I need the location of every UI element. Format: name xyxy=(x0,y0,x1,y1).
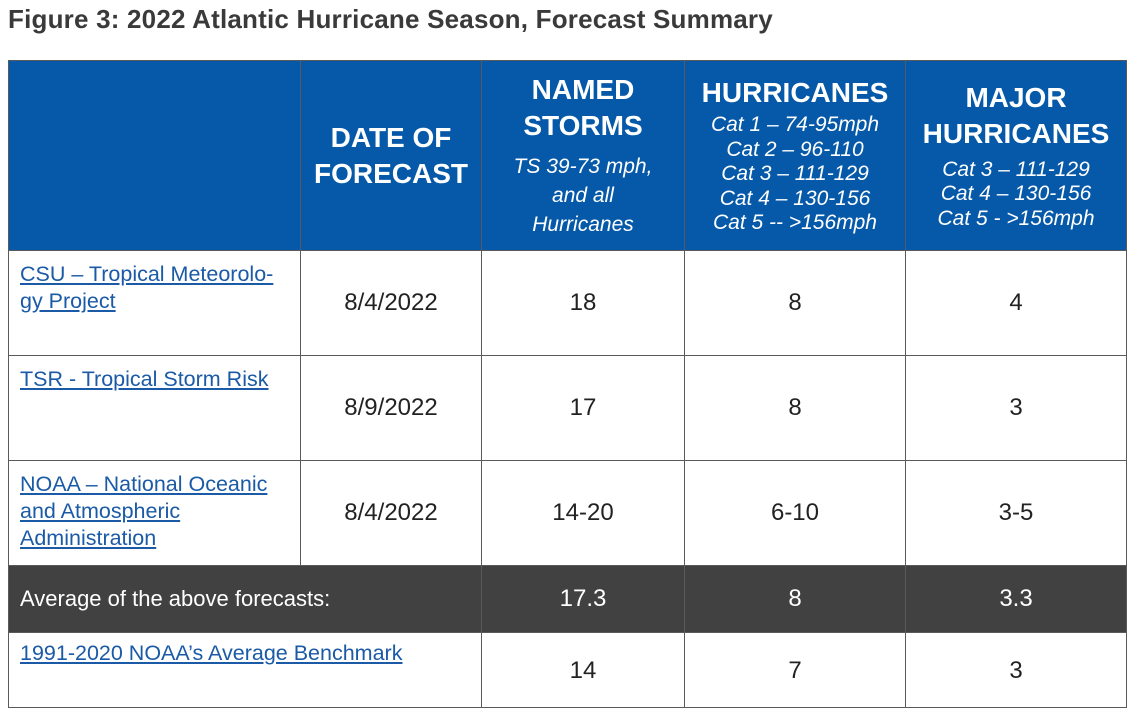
hurricanes-value: 8 xyxy=(684,250,906,356)
forecast-date: 8/9/2022 xyxy=(300,355,482,461)
major-hurricanes-value: 3-5 xyxy=(905,460,1127,566)
header-named-title: STORMS xyxy=(523,110,643,141)
header-row: DATE OF FORECAST NAMED STORMS TS 39-73 m… xyxy=(8,60,1127,251)
average-row: Average of the above forecasts: 17.3 8 3… xyxy=(8,565,1127,633)
average-major-hurricanes: 3.3 xyxy=(905,565,1127,633)
header-date-line: DATE OF xyxy=(330,121,452,153)
table-row: TSR - Tropical Storm Risk 8/9/2022 17 8 … xyxy=(8,355,1127,461)
header-date-of-forecast: DATE OF FORECAST xyxy=(300,60,482,251)
major-hurricanes-value: 3 xyxy=(905,355,1127,461)
average-hurricanes: 8 xyxy=(684,565,906,633)
header-named-storms: NAMED STORMS TS 39-73 mph, and all Hurri… xyxy=(481,60,685,251)
header-hurricanes-title: HURRICANES xyxy=(701,77,889,109)
source-link-csu[interactable]: CSU – Tropical Meteorolo-gy Project xyxy=(20,262,274,313)
benchmark-label-cell: 1991-2020 NOAA’s Average Benchmark xyxy=(8,632,482,708)
hurricanes-value: 8 xyxy=(684,355,906,461)
benchmark-row: 1991-2020 NOAA’s Average Benchmark 14 7 … xyxy=(8,632,1127,708)
hurricanes-value: 6-10 xyxy=(684,460,906,566)
header-major-hurricanes: MAJOR HURRICANES Cat 3 – 111-129 Cat 4 –… xyxy=(905,60,1127,251)
header-major-sub: Cat 4 – 130-156 xyxy=(940,182,1092,206)
benchmark-link[interactable]: 1991-2020 NOAA’s Average Benchmark xyxy=(20,641,403,665)
header-named-title: NAMED xyxy=(531,74,635,105)
header-hurricanes-sub: Cat 2 – 96-110 xyxy=(726,137,864,161)
major-hurricanes-value: 4 xyxy=(905,250,1127,356)
named-storms-value: 14-20 xyxy=(481,460,685,566)
forecast-date: 8/4/2022 xyxy=(300,250,482,356)
header-named-sub: and all xyxy=(552,184,614,207)
header-major-title: MAJOR xyxy=(965,81,1067,113)
source-cell: NOAA – National Oceanic and Atmospheric … xyxy=(8,460,301,566)
header-hurricanes-sub: Cat 3 – 111-129 xyxy=(721,162,869,186)
benchmark-hurricanes: 7 xyxy=(684,632,906,708)
table-row: CSU – Tropical Meteorolo-gy Project 8/4/… xyxy=(8,250,1127,356)
header-major-sub: Cat 3 – 111-129 xyxy=(942,157,1090,181)
header-hurricanes-sub: Cat 1 – 74-95mph xyxy=(710,113,880,137)
benchmark-named-storms: 14 xyxy=(481,632,685,708)
table-row: NOAA – National Oceanic and Atmospheric … xyxy=(8,460,1127,566)
header-date-line: FORECAST xyxy=(314,157,468,189)
header-hurricanes-sub: Cat 4 – 130-156 xyxy=(719,186,871,210)
source-link-tsr[interactable]: TSR - Tropical Storm Risk xyxy=(20,367,269,391)
named-storms-value: 17 xyxy=(481,355,685,461)
header-hurricanes-sub: Cat 5 -- >156mph xyxy=(712,211,877,235)
source-link-noaa[interactable]: NOAA – National Oceanic and Atmospheric … xyxy=(20,472,268,550)
figure-title: Figure 3: 2022 Atlantic Hurricane Season… xyxy=(8,4,773,34)
average-named-storms: 17.3 xyxy=(481,565,685,633)
source-cell: TSR - Tropical Storm Risk xyxy=(8,355,301,461)
header-hurricanes: HURRICANES Cat 1 – 74-95mph Cat 2 – 96-1… xyxy=(684,60,906,251)
source-cell: CSU – Tropical Meteorolo-gy Project xyxy=(8,250,301,356)
header-named-sub: TS 39-73 mph, xyxy=(513,155,653,178)
benchmark-major-hurricanes: 3 xyxy=(905,632,1127,708)
header-major-sub: Cat 5 - >156mph xyxy=(937,206,1095,230)
forecast-table: DATE OF FORECAST NAMED STORMS TS 39-73 m… xyxy=(8,60,1127,708)
header-major-title: HURRICANES xyxy=(922,117,1110,149)
named-storms-value: 18 xyxy=(481,250,685,356)
forecast-date: 8/4/2022 xyxy=(300,460,482,566)
header-named-sub: Hurricanes xyxy=(532,213,634,236)
header-source-cell xyxy=(8,60,301,251)
average-label: Average of the above forecasts: xyxy=(8,565,482,633)
